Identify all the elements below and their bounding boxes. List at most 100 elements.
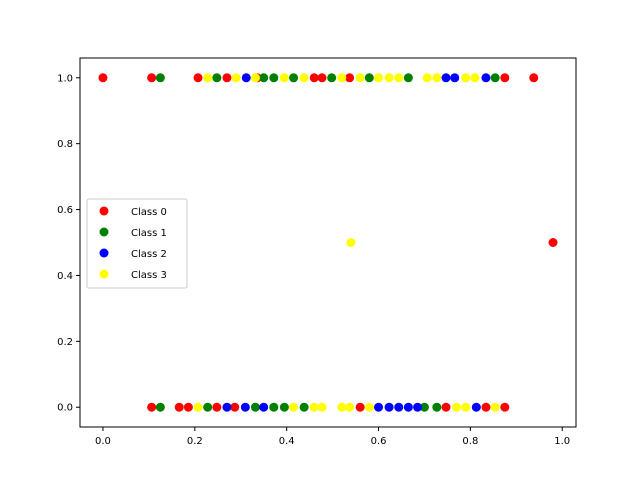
data-point [299,402,309,412]
data-point [98,73,108,83]
data-point [193,402,203,412]
data-point [394,73,404,83]
data-point [250,402,260,412]
legend-label: Class 1 [131,228,167,239]
data-point [259,73,269,83]
data-point [174,402,184,412]
legend: Class 0 Class 1 Class 2 Class 3 [86,198,188,289]
data-point [384,73,394,83]
data-point [279,73,289,83]
data-point [374,73,384,83]
data-point [461,402,471,412]
data-point [279,402,289,412]
series-1 [155,73,500,412]
data-point [364,402,374,412]
data-point [490,73,500,83]
data-points [98,73,558,412]
data-point [155,402,165,412]
data-point [403,73,413,83]
legend-label: Class 2 [131,249,167,260]
series-3 [193,73,500,412]
data-point [345,402,355,412]
data-point [355,402,365,412]
legend-marker [99,227,109,237]
data-point [222,402,232,412]
legend-label: Class 0 [131,207,167,218]
data-point [230,402,240,412]
data-point [203,402,213,412]
y-tick-label: 1.0 [57,73,73,84]
legend-box [86,198,188,289]
x-tick-label: 0.6 [371,436,387,447]
data-point [309,402,319,412]
y-tick-label: 0.6 [57,205,73,216]
x-tick-label: 0.4 [279,436,295,447]
data-point [394,402,404,412]
legend-label: Class 3 [131,270,167,281]
data-point [548,238,558,247]
legend-marker [99,206,109,216]
data-point [490,402,500,412]
data-point [147,73,157,83]
data-point [241,73,251,83]
data-point [470,73,480,83]
data-point [259,402,269,412]
data-point [222,73,232,83]
plot-frame [79,57,577,428]
data-point [327,73,337,83]
data-point [231,73,241,83]
data-point [461,73,471,83]
y-tick-label: 0.2 [57,337,73,348]
data-point [471,402,481,412]
data-point [193,73,203,83]
data-point [529,73,539,83]
data-point [500,73,510,83]
data-point [355,73,365,83]
data-point [289,73,299,83]
data-point [481,402,491,412]
data-point [212,73,222,83]
data-point [441,73,451,83]
data-point [289,402,299,412]
data-point [441,402,451,412]
data-point [384,402,394,412]
data-point [212,402,222,412]
data-point [450,73,460,83]
data-point [250,73,260,83]
data-point [147,402,157,412]
y-tick-label: 0.8 [57,139,73,150]
data-point [419,402,429,412]
data-point [240,402,250,412]
x-tick-label: 0.8 [462,436,478,447]
x-tick-label: 0.0 [95,436,111,447]
data-point [346,238,356,247]
data-point [432,73,442,83]
data-point [452,402,462,412]
data-point [203,73,213,83]
y-axis: 0.0 0.2 0.4 0.6 0.8 1.0 [57,73,80,414]
data-point [309,73,319,83]
data-point [317,402,327,412]
data-point [269,73,279,83]
data-point [481,73,491,83]
data-point [269,402,279,412]
data-point [337,402,347,412]
data-point [500,402,510,412]
x-tick-label: 0.2 [187,436,203,447]
series-2 [222,73,491,412]
x-tick-label: 1.0 [554,436,570,447]
data-point [413,402,423,412]
data-point [155,73,165,83]
y-tick-label: 0.4 [57,271,73,282]
data-point [317,73,327,83]
y-tick-label: 0.0 [57,403,73,414]
x-axis: 0.0 0.2 0.4 0.6 0.8 1.0 [95,427,570,447]
data-point [432,402,442,412]
data-point [345,73,355,83]
data-point [403,402,413,412]
data-point [183,402,193,412]
legend-marker [99,248,109,258]
data-point [422,73,432,83]
data-point [337,73,347,83]
